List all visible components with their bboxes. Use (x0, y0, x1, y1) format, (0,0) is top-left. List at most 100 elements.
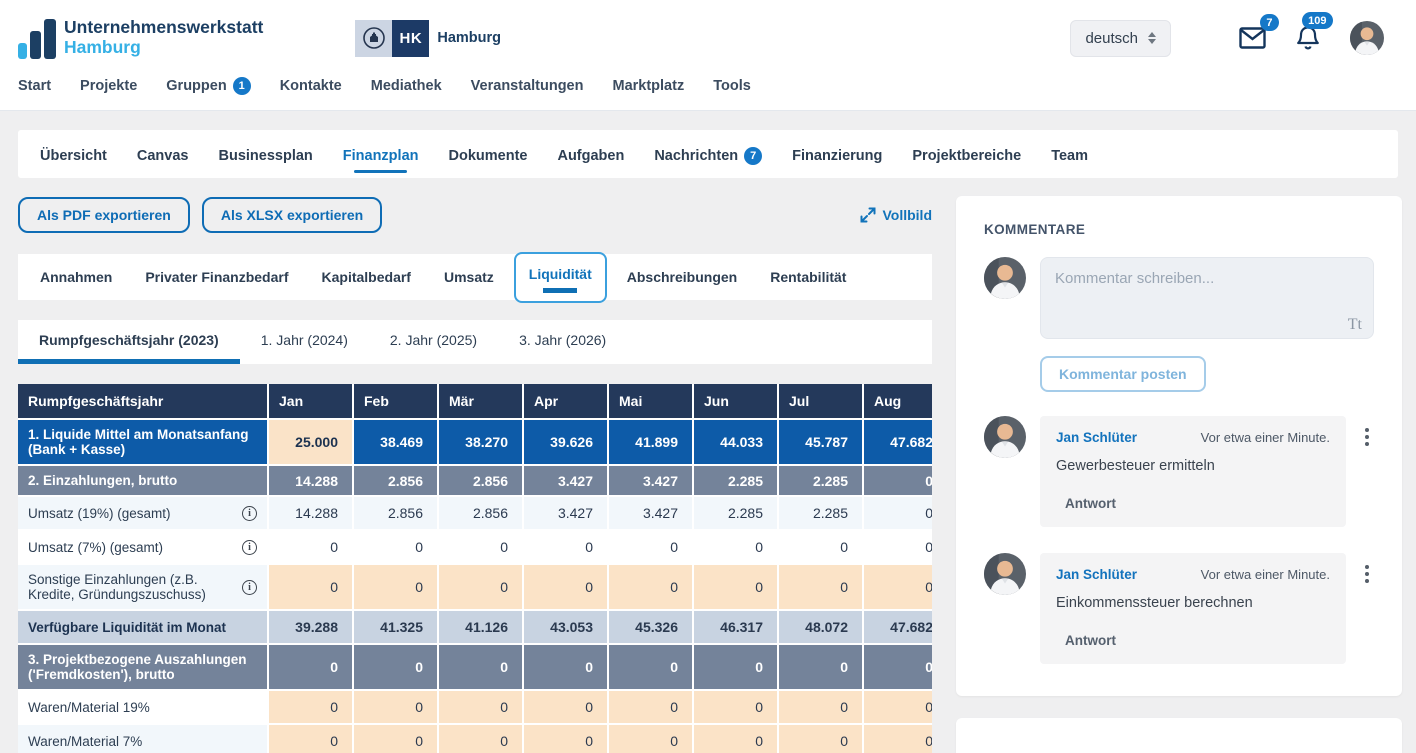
year-tab[interactable]: Rumpfgeschäftsjahr (2023) (18, 320, 240, 364)
text-format-icon[interactable]: Tt (1347, 316, 1362, 333)
editable-value-cell[interactable]: 0 (438, 690, 524, 725)
value-cell: 0 (778, 530, 864, 565)
value-cell: 43.053 (523, 610, 609, 645)
project-tab-finanzierung[interactable]: Finanzierung (792, 130, 882, 178)
comment-avatar (984, 553, 1026, 595)
row-label-cell: 3. Projektbezogene Auszahlungen ('Fremdk… (18, 644, 269, 691)
month-header: Jun (693, 384, 779, 420)
finance-tab-rentabilität[interactable]: Rentabilität (770, 269, 847, 285)
value-cell: 48.072 (778, 610, 864, 645)
editable-value-cell[interactable]: 25.000 (268, 419, 354, 466)
project-tab-dokumente[interactable]: Dokumente (449, 130, 528, 178)
project-tab-aufgaben[interactable]: Aufgaben (557, 130, 624, 178)
editable-value-cell[interactable]: 0 (438, 724, 524, 753)
liquidity-table-container[interactable]: Rumpfgeschäftsjahr Jan Feb Mär Apr Mai Jun Jul A… (18, 384, 932, 753)
project-tab-nachrichten[interactable]: Nachrichten 7 (654, 130, 763, 178)
finance-tab-annahmen[interactable]: Annahmen (40, 269, 113, 285)
editable-value-cell[interactable]: 0 (353, 690, 439, 725)
language-selector[interactable]: deutsch (1070, 19, 1171, 57)
year-tab[interactable]: 1. Jahr (2024) (260, 331, 348, 348)
month-header: Feb (353, 384, 439, 420)
value-cell: 0 (778, 644, 864, 691)
main-nav-item-gruppen[interactable]: Gruppen 1 (166, 77, 251, 95)
user-avatar[interactable] (1350, 21, 1384, 55)
editable-value-cell[interactable]: 0 (523, 690, 609, 725)
row-label-cell: Umsatz (7%) (gesamt) i (18, 530, 269, 565)
comment-body: Jan Schlüter Vor etwa einer Minute. Gewerb… (1040, 416, 1346, 527)
editable-value-cell[interactable]: 0 (523, 724, 609, 753)
editable-value-cell[interactable]: 0 (438, 564, 524, 611)
info-icon[interactable]: i (242, 539, 257, 555)
value-cell: 0 (863, 496, 932, 531)
kebab-dot (1365, 579, 1369, 583)
main-nav-item-veranstaltungen[interactable]: Veranstaltungen (471, 78, 584, 94)
editable-value-cell[interactable]: 0 (863, 564, 932, 611)
post-comment-button[interactable]: Kommentar posten (1040, 356, 1206, 392)
project-tab-businessplan[interactable]: Businessplan (218, 130, 312, 178)
comment-menu-button[interactable] (1360, 553, 1374, 664)
main-nav-item-projekte[interactable]: Projekte (80, 78, 137, 94)
year-tab[interactable]: 3. Jahr (2026) (519, 331, 607, 348)
main-nav-item-tools[interactable]: Tools (713, 78, 751, 94)
editable-value-cell[interactable]: 0 (778, 690, 864, 725)
main-nav-label: Projekte (80, 78, 138, 94)
fullscreen-link[interactable]: Vollbild (860, 207, 932, 223)
notifications-button[interactable]: 109 (1296, 12, 1333, 51)
app-header: Unternehmenswerkstatt Hamburg HK Hamburg… (0, 0, 1416, 111)
editable-value-cell[interactable]: 0 (693, 724, 779, 753)
info-icon[interactable]: i (242, 505, 257, 521)
comment-input[interactable] (1040, 257, 1374, 339)
finance-tab-liquidität[interactable]: Liquidität (513, 251, 607, 303)
editable-value-cell[interactable]: 0 (863, 690, 932, 725)
editable-value-cell[interactable]: 0 (778, 564, 864, 611)
main-nav-item-kontakte[interactable]: Kontakte (280, 78, 342, 94)
finance-tab-abschreibungen[interactable]: Abschreibungen (626, 269, 738, 285)
main-nav-item-start[interactable]: Start (18, 78, 51, 94)
project-tab-finanzplan[interactable]: Finanzplan (343, 130, 419, 178)
project-tab-canvas[interactable]: Canvas (137, 130, 189, 178)
editable-value-cell[interactable]: 0 (608, 564, 694, 611)
reply-link[interactable]: Antwort (1065, 496, 1116, 511)
year-tab[interactable]: 2. Jahr (2025) (389, 331, 478, 348)
comment-author-link[interactable]: Jan Schlüter (1056, 567, 1138, 582)
editable-value-cell[interactable]: 0 (693, 564, 779, 611)
editable-value-cell[interactable]: 0 (268, 690, 354, 725)
project-tab-projektbereiche[interactable]: Projektbereiche (912, 130, 1021, 178)
notifications-badge: 109 (1301, 12, 1333, 29)
table-row: Waren/Material 19% 0 0 0 0 0 0 0 0 (18, 690, 932, 725)
reply-link[interactable]: Antwort (1065, 633, 1116, 648)
export-pdf-button[interactable]: Als PDF exportieren (18, 197, 190, 233)
main-nav-item-mediathek[interactable]: Mediathek (371, 78, 442, 94)
editable-value-cell[interactable]: 0 (608, 690, 694, 725)
editable-value-cell[interactable]: 0 (778, 724, 864, 753)
comments-title: KOMMENTARE (984, 222, 1086, 237)
row-label-cell: Verfügbare Liquidität im Monat (18, 610, 269, 645)
project-tab-übersicht[interactable]: Übersicht (40, 130, 107, 178)
comment-author-link[interactable]: Jan Schlüter (1056, 430, 1138, 445)
messages-button[interactable]: 7 (1239, 14, 1279, 49)
finance-tab-kapitalbedarf[interactable]: Kapitalbedarf (321, 269, 411, 285)
editable-value-cell[interactable]: 0 (353, 564, 439, 611)
editable-value-cell[interactable]: 0 (523, 564, 609, 611)
editable-value-cell[interactable]: 0 (268, 564, 354, 611)
value-cell: 0 (693, 644, 779, 691)
editable-value-cell[interactable]: 0 (693, 690, 779, 725)
value-cell: 45.326 (608, 610, 694, 645)
value-cell: 14.288 (268, 465, 354, 497)
editable-value-cell[interactable]: 0 (353, 724, 439, 753)
uwh-logo[interactable]: Unternehmenswerkstatt Hamburg (18, 17, 263, 60)
main-nav-item-marktplatz[interactable]: Marktplatz (612, 78, 684, 94)
info-icon[interactable]: i (242, 579, 257, 595)
finance-tab-privater finanzbedarf[interactable]: Privater Finanzbedarf (145, 269, 289, 285)
editable-value-cell[interactable]: 0 (608, 724, 694, 753)
editable-value-cell[interactable]: 0 (863, 724, 932, 753)
comment-menu-button[interactable] (1360, 416, 1374, 527)
value-cell: 0 (693, 530, 779, 565)
table-row: 1. Liquide Mittel am Monatsanfang (Bank … (18, 419, 932, 466)
project-tab-team[interactable]: Team (1051, 130, 1088, 178)
finance-tab-umsatz[interactable]: Umsatz (443, 269, 494, 285)
export-xlsx-button[interactable]: Als XLSX exportieren (201, 197, 383, 233)
value-cell: 0 (268, 530, 354, 565)
main-nav-label: Start (18, 78, 52, 94)
editable-value-cell[interactable]: 0 (268, 724, 354, 753)
